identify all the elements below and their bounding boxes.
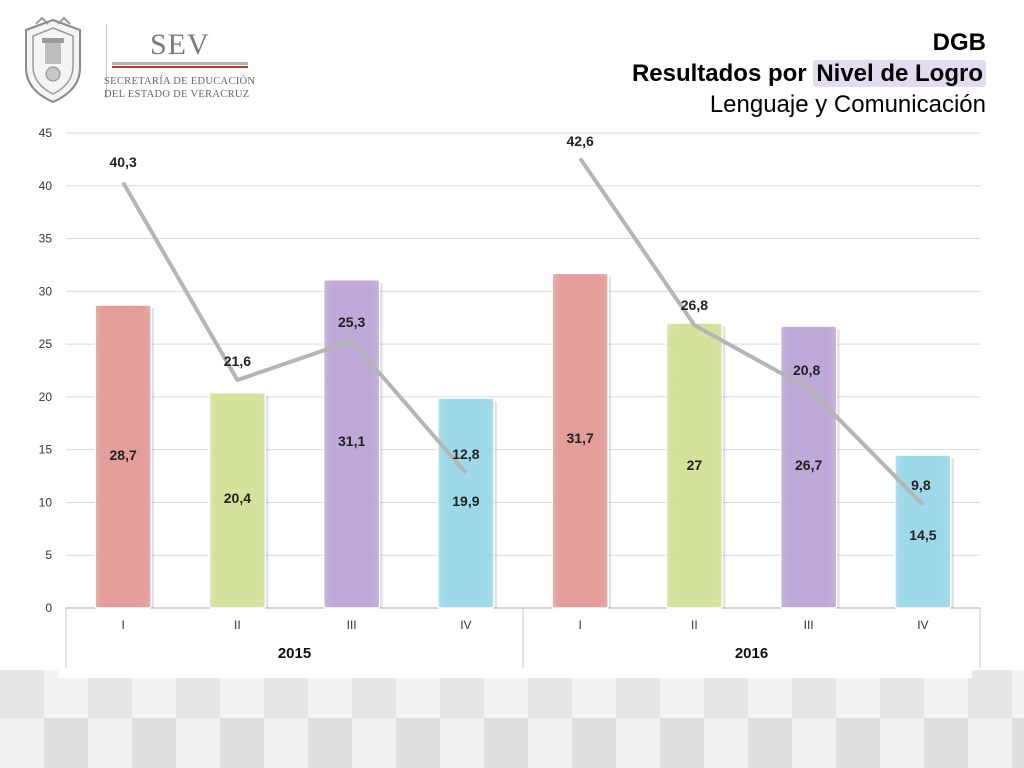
bar — [894, 454, 952, 609]
y-tick-label: 5 — [45, 548, 52, 562]
line-data-label: 9,8 — [911, 477, 931, 493]
bar-data-label: 26,7 — [795, 457, 822, 473]
x-group-label: 2016 — [735, 645, 768, 662]
logo-subtitle-line2: DEL ESTADO DE VERACRUZ — [104, 89, 250, 100]
bar — [779, 325, 838, 609]
decorative-bottom-band — [0, 670, 1024, 768]
bar-data-label: 27 — [687, 457, 703, 473]
x-group-label: 2015 — [278, 645, 311, 662]
line-series — [121, 181, 468, 475]
bar-data-label: 31,7 — [567, 430, 594, 446]
logo-divider — [106, 24, 107, 98]
y-tick-label: 25 — [39, 337, 53, 351]
slide-title-main: Resultados por Nivel de Logro — [632, 58, 986, 90]
line-data-label: 25,3 — [338, 314, 365, 330]
bar-data-label: 14,5 — [909, 527, 936, 543]
line-data-label: 20,8 — [793, 362, 820, 378]
bar — [94, 304, 152, 609]
x-tick-label: I — [578, 618, 581, 632]
y-tick-label: 20 — [39, 390, 53, 404]
bar-data-label: 31,1 — [338, 433, 365, 449]
line-data-label: 21,6 — [224, 353, 251, 369]
slide-title-dgb: DGB — [932, 29, 986, 56]
bar-data-label: 19,9 — [452, 493, 479, 509]
bar — [551, 272, 609, 609]
slide-subtitle: Lenguaje y Comunicación — [709, 91, 986, 118]
x-tick-label: IV — [460, 618, 471, 632]
bar — [322, 278, 381, 609]
bar — [208, 391, 267, 609]
veracruz-coat-of-arms-icon — [25, 16, 81, 104]
y-tick-label: 45 — [39, 126, 53, 140]
slide-title-prefix: Resultados por — [631, 60, 814, 87]
logo-stripe-red — [112, 66, 248, 68]
slide-title-block: DGB Resultados por Nivel de Logro Lengua… — [632, 28, 986, 120]
line-data-label: 42,6 — [567, 133, 594, 149]
x-tick-label: III — [347, 618, 357, 632]
line-data-label: 12,8 — [452, 446, 479, 462]
y-tick-label: 15 — [39, 443, 53, 457]
slide-title-highlight: Nivel de Logro — [813, 60, 986, 87]
line-data-label: 26,8 — [681, 297, 708, 313]
y-tick-label: 35 — [39, 232, 53, 246]
y-tick-label: 30 — [39, 284, 53, 298]
y-tick-label: 40 — [39, 179, 53, 193]
line-series — [578, 157, 925, 506]
x-tick-label: II — [234, 618, 241, 632]
logo-subtitle-line1: SECRETARÍA DE EDUCACIÓN — [104, 76, 256, 87]
logo-brand: SEV — [150, 28, 210, 61]
logo-stripe-gray — [112, 62, 248, 65]
x-tick-label: III — [804, 618, 814, 632]
line-data-label: 40,3 — [110, 154, 137, 170]
bar — [437, 397, 495, 609]
sev-logo: SEV SECRETARÍA DE EDUCACIÓN DEL ESTADO D… — [14, 14, 255, 106]
x-tick-label: IV — [917, 618, 928, 632]
y-tick-label: 10 — [39, 495, 53, 509]
bar-data-label: 28,7 — [110, 447, 137, 463]
y-tick-label: 0 — [45, 601, 52, 615]
bar-data-label: 20,4 — [224, 490, 251, 506]
x-tick-label: I — [121, 618, 124, 632]
x-tick-label: II — [691, 618, 698, 632]
